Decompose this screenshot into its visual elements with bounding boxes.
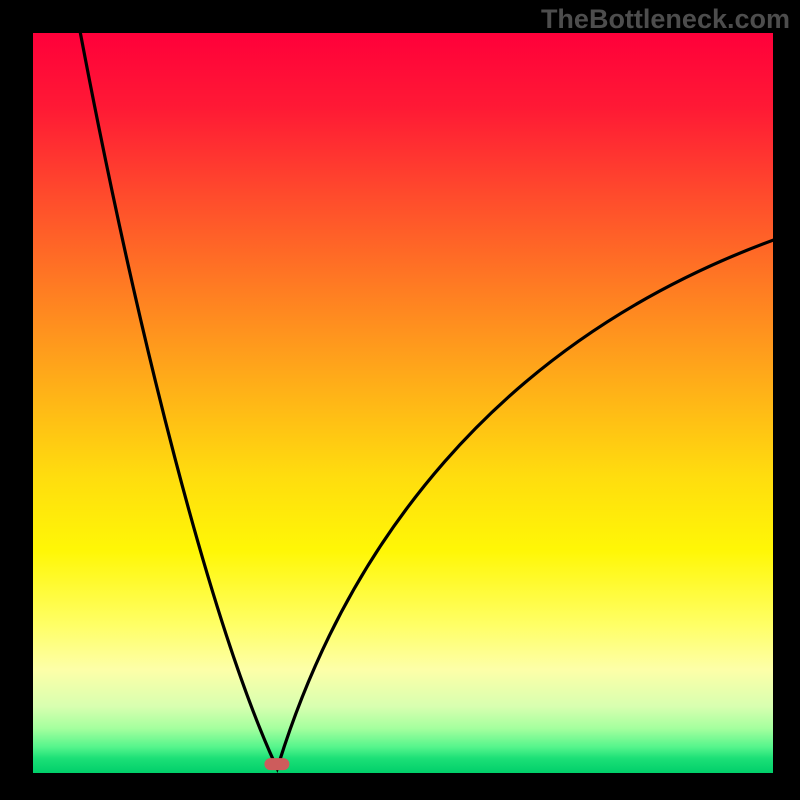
bottleneck-curve (33, 33, 773, 773)
watermark-text: TheBottleneck.com (541, 4, 790, 35)
optimal-point-marker (265, 758, 290, 770)
curve-path (80, 33, 773, 769)
plot-area (33, 33, 773, 773)
